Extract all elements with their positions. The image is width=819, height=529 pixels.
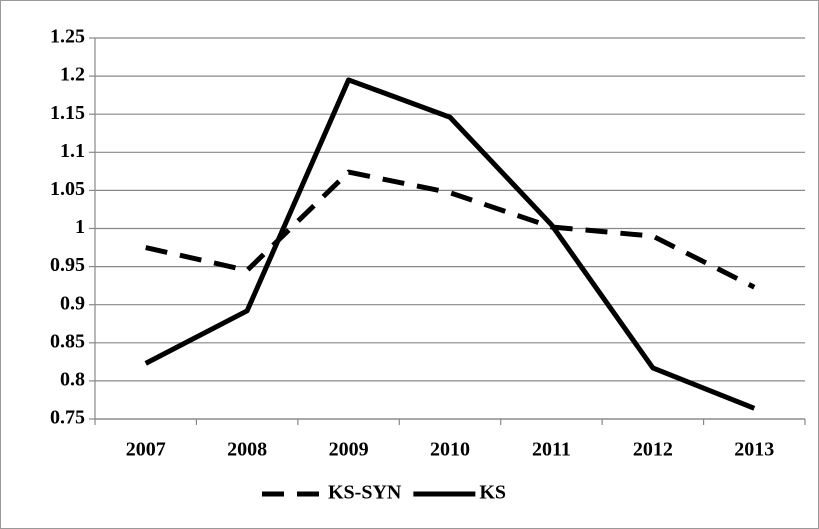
x-tick-label: 2013 — [734, 439, 774, 461]
x-tick-label: 2009 — [329, 439, 369, 461]
y-tick-label: 0.8 — [60, 368, 85, 390]
x-tick-label: 2008 — [227, 439, 267, 461]
y-tick-label: 1.25 — [50, 26, 85, 48]
y-tick-label: 1.05 — [50, 178, 85, 200]
y-tick-label: 0.85 — [50, 330, 85, 352]
y-tick-label: 0.75 — [50, 407, 85, 429]
x-tick-label: 2012 — [633, 439, 673, 461]
x-tick-label: 2007 — [126, 439, 166, 461]
y-tick-label: 0.95 — [50, 254, 85, 276]
x-tick-label: 2011 — [532, 439, 571, 461]
legend-label: KS-SYN — [328, 482, 402, 504]
y-tick-label: 1 — [75, 216, 85, 238]
y-tick-label: 1.1 — [60, 140, 85, 162]
y-tick-label: 1.2 — [60, 64, 85, 86]
series-line — [144, 77, 756, 411]
y-tick-label: 0.9 — [60, 292, 85, 314]
y-tick-label: 1.15 — [50, 102, 85, 124]
x-tick-label: 2010 — [430, 439, 470, 461]
legend-label: KS — [479, 482, 506, 504]
